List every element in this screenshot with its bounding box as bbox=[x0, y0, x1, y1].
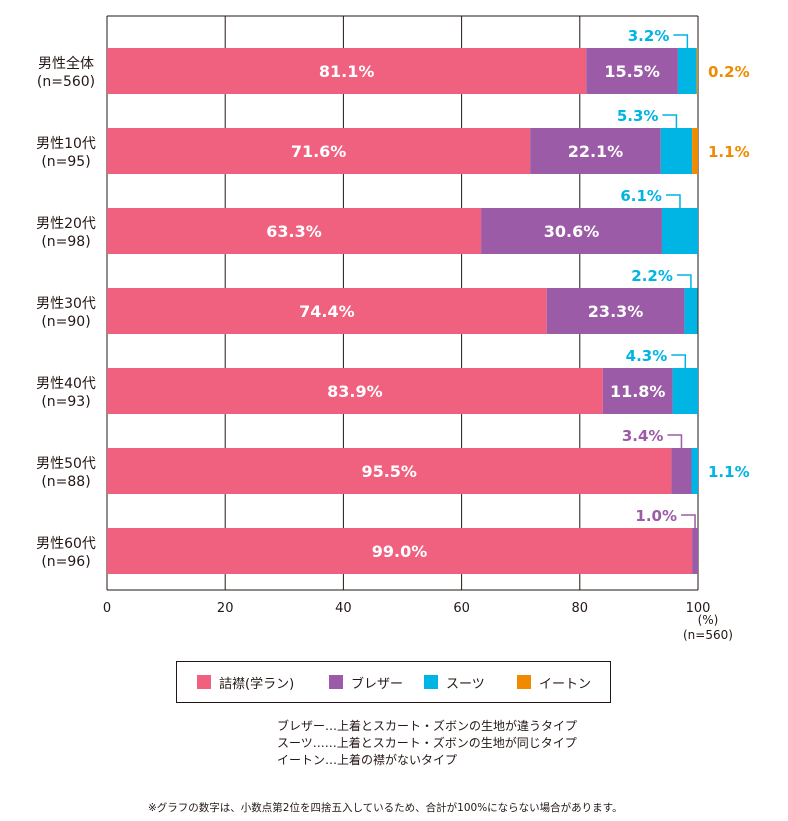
callout-label: 1.1% bbox=[708, 143, 750, 161]
category-label: 男性20代 bbox=[36, 216, 96, 232]
bar-value-label: 83.9% bbox=[327, 382, 383, 401]
category-n-label: (n=560) bbox=[37, 74, 95, 90]
bar-segment bbox=[691, 448, 698, 494]
bar-segment bbox=[692, 128, 698, 174]
callout-label: 1.1% bbox=[708, 463, 750, 481]
bar-value-label: 11.8% bbox=[610, 382, 666, 401]
callout-leader bbox=[671, 354, 687, 368]
bar-segment bbox=[107, 448, 672, 494]
axis-unit-label: (%) (n=560) bbox=[683, 613, 733, 643]
unit-total-n: (n=560) bbox=[683, 628, 733, 642]
bar-segment bbox=[107, 528, 693, 574]
note-eton: イートン…上着の襟がないタイプ bbox=[277, 753, 458, 767]
note-blazer: ブレザー…上着とスカート・ズボンの生地が違うタイプ bbox=[277, 719, 578, 733]
category-n-label: (n=96) bbox=[41, 554, 90, 570]
x-tick-label: 20 bbox=[217, 601, 234, 616]
bar-segment bbox=[546, 288, 685, 334]
bar-segment bbox=[107, 288, 547, 334]
category-label: 男性30代 bbox=[36, 296, 96, 312]
legend-item-eton: イートン bbox=[517, 662, 591, 702]
category-n-label: (n=93) bbox=[41, 394, 90, 410]
callout-label: 5.3% bbox=[617, 107, 659, 125]
legend-swatch-blazer bbox=[329, 675, 343, 689]
bar-segment bbox=[107, 208, 482, 254]
callout-leader bbox=[665, 194, 681, 208]
bar-segment bbox=[672, 368, 698, 414]
callout-leader bbox=[681, 514, 696, 528]
legend-swatch-eton bbox=[517, 675, 531, 689]
category-n-label: (n=90) bbox=[41, 314, 90, 330]
legend-swatch-suit bbox=[424, 675, 438, 689]
bar-segment bbox=[692, 528, 698, 574]
category-label: 男性10代 bbox=[36, 136, 96, 152]
type-notes: ブレザー…上着とスカート・ズボンの生地が違うタイプ スーツ……上着とスカート・ズ… bbox=[277, 718, 577, 769]
callout-leader bbox=[662, 114, 678, 128]
legend-label-blazer: ブレザー bbox=[351, 676, 404, 692]
callout-label: 4.3% bbox=[626, 347, 668, 365]
bar-segment bbox=[661, 208, 698, 254]
bar-segment bbox=[677, 48, 697, 94]
bar-value-label: 30.6% bbox=[544, 222, 600, 241]
callout-leader bbox=[673, 34, 689, 48]
legend-item-blazer: ブレザー bbox=[329, 662, 403, 702]
x-tick-label: 60 bbox=[453, 601, 470, 616]
callout-label: 6.1% bbox=[620, 187, 662, 205]
callout-leader bbox=[667, 434, 683, 448]
legend-item-suit: スーツ bbox=[424, 662, 485, 702]
bar-segment bbox=[107, 48, 587, 94]
x-tick-label: 0 bbox=[103, 601, 111, 616]
unit-percent: (%) bbox=[697, 613, 719, 627]
bar-value-label: 71.6% bbox=[291, 142, 347, 161]
callout-label: 3.2% bbox=[628, 27, 670, 45]
footnote: ※グラフの数字は、小数点第2位を四捨五入しているため、合計が100%にならない場… bbox=[148, 802, 623, 814]
bar-segment bbox=[107, 368, 603, 414]
bar-segment bbox=[586, 48, 678, 94]
bar-value-label: 74.4% bbox=[299, 302, 355, 321]
legend-label-suit: スーツ bbox=[446, 676, 485, 692]
bar-segment bbox=[696, 48, 698, 94]
note-suit: スーツ……上着とスカート・ズボンの生地が同じタイプ bbox=[277, 736, 577, 750]
x-tick-label: 40 bbox=[335, 601, 352, 616]
bar-segment bbox=[660, 128, 693, 174]
bar-value-label: 99.0% bbox=[372, 542, 428, 561]
bar-value-label: 22.1% bbox=[568, 142, 624, 161]
bar-segment bbox=[530, 128, 661, 174]
category-label: 男性全体 bbox=[38, 55, 94, 72]
legend-swatch-tsumeeri bbox=[197, 675, 211, 689]
category-label: 男性50代 bbox=[36, 456, 96, 472]
callout-label: 3.4% bbox=[622, 427, 664, 445]
legend: 詰襟(学ラン) ブレザー スーツ イートン bbox=[176, 661, 611, 703]
bar-value-label: 23.3% bbox=[588, 302, 644, 321]
category-n-label: (n=95) bbox=[41, 154, 90, 170]
bar-segment bbox=[107, 128, 531, 174]
bar-value-label: 63.3% bbox=[266, 222, 322, 241]
bar-segment bbox=[684, 288, 698, 334]
legend-label-eton: イートン bbox=[539, 676, 592, 692]
bar-segment bbox=[602, 368, 673, 414]
bar-value-label: 95.5% bbox=[361, 462, 417, 481]
callout-label: 2.2% bbox=[631, 267, 673, 285]
bar-value-label: 15.5% bbox=[604, 62, 660, 81]
bar-value-label: 81.1% bbox=[319, 62, 375, 81]
x-tick-label: 100 bbox=[686, 601, 711, 616]
x-tick-label: 80 bbox=[572, 601, 589, 616]
category-n-label: (n=88) bbox=[41, 474, 90, 490]
callout-label: 1.0% bbox=[635, 507, 677, 525]
callout-leader bbox=[676, 274, 692, 288]
callout-label: 0.2% bbox=[708, 63, 750, 81]
category-label: 男性40代 bbox=[36, 376, 96, 392]
category-label: 男性60代 bbox=[36, 536, 96, 552]
bar-segment bbox=[671, 448, 692, 494]
bar-segment bbox=[481, 208, 662, 254]
legend-item-tsumeeri: 詰襟(学ラン) bbox=[197, 662, 294, 702]
legend-label-tsumeeri: 詰襟(学ラン) bbox=[219, 676, 295, 692]
category-n-label: (n=98) bbox=[41, 234, 90, 250]
